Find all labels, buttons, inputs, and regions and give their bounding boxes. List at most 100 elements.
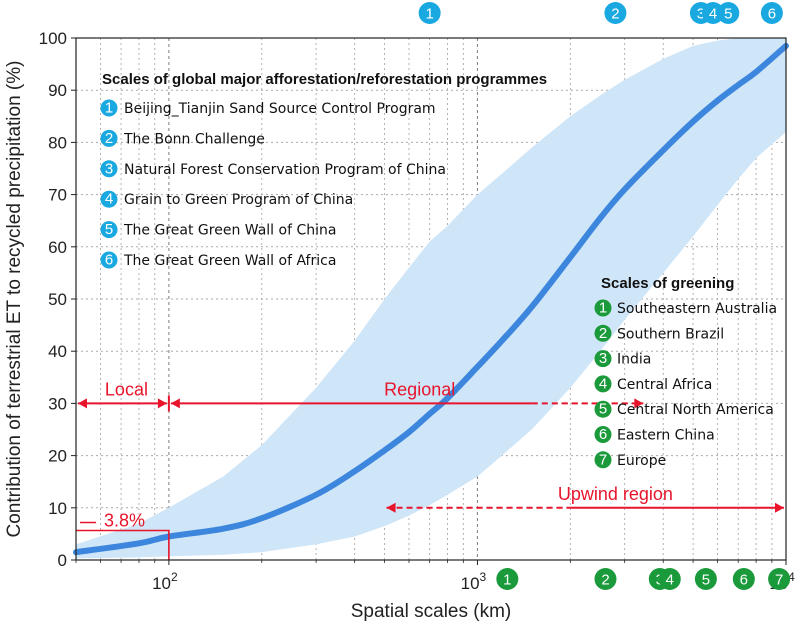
y-tick-label: 0 [58,551,67,570]
afforestation-legend-badge-number: 4 [105,191,113,208]
afforestation-legend-label: Beijing_Tianjin Sand Source Control Prog… [124,101,436,117]
afforestation-marker-circle [702,2,725,24]
afforestation-marker-circle [760,2,783,24]
arrow-head [634,398,644,409]
greening-legend-badge-circle [594,400,612,418]
greening-marker-number: 2 [601,572,609,589]
greening-legend-badge-circle [594,299,612,317]
greening-marker: 4 [658,568,681,590]
afforestation-legend-label: The Great Green Wall of Africa [123,253,336,269]
afforestation-marker-number: 1 [425,6,433,23]
greening-legend-badge: 1 [594,299,612,317]
afforestation-marker: 2 [604,2,627,24]
greening-legend-label: Southern Brazil [617,326,724,342]
x-tick-exponent: 3 [480,570,487,584]
greening-marker-circle [768,568,791,590]
y-tick-label: 20 [48,447,67,466]
greening-legend-label: India [617,352,651,368]
afforestation-legend-badge: 3 [100,160,118,178]
afforestation-legend-badge: 2 [100,129,118,147]
afforestation-legend-title: Scales of global major afforestation/ref… [102,71,547,88]
greening-legend-label: Eastern China [617,428,715,444]
afforestation-legend-label: Natural Forest Conservation Program of C… [124,162,446,178]
x-axis-label: Spatial scales (km) [351,601,512,622]
afforestation-legend-badge-number: 3 [105,160,113,177]
afforestation-legend-badge-circle [100,190,118,208]
afforestation-legend-badge: 1 [100,99,118,117]
y-tick-label: 60 [48,238,67,257]
y-tick-label: 70 [48,186,67,205]
afforestation-marker-number: 2 [611,6,619,23]
greening-legend: Scales of greening 1 Southeastern Austral… [594,275,777,469]
y-tick-label: 100 [39,29,67,48]
greening-legend-badge: 7 [594,451,612,469]
region-arrow: Regional [170,379,644,409]
afforestation-legend-badge-circle [100,129,118,147]
x-tick-exponent: 4 [788,570,795,584]
series-line [73,42,789,556]
greening-marker-circle [658,568,681,590]
afforestation-legend-badge-circle [100,99,118,117]
threshold-guide [76,529,170,560]
arrow-head [170,398,180,409]
greening-legend-title: Scales of greening [601,275,734,292]
afforestation-legend-badge-circle [100,160,118,178]
region-label: Local [105,379,148,399]
greening-legend-badge-number: 7 [599,451,607,468]
x-tick-label: 103 [461,570,487,593]
x-tick-label: 102 [152,570,178,593]
y-tick-label: 10 [48,499,67,518]
afforestation-legend-badge-circle [100,251,118,269]
afforestation-legend-badge-number: 6 [105,252,113,269]
afforestation-marker: 5 [717,2,740,24]
greening-legend-badge-circle [594,350,612,368]
x-tick-base: 10 [152,574,171,593]
y-tick-label: 80 [48,133,67,152]
greening-marker: 7 [768,568,791,590]
greening-legend-badge: 4 [594,375,612,393]
afforestation-marker: 4 [702,2,725,24]
arrow-head [775,502,784,513]
threshold-label: 3.8% [104,511,145,531]
greening-scale-markers: 1234567 [496,568,791,590]
arrow-head [386,502,396,513]
afforestation-marker: 1 [418,2,441,24]
afforestation-legend-label: Grain to Green Program of China [124,192,353,208]
afforestation-marker-circle [604,2,627,24]
greening-marker: 6 [732,568,755,590]
greening-legend-label: Europe [617,453,666,469]
greening-legend-badge: 6 [594,426,612,443]
y-axis: 0 10 20 30 40 50 60 70 80 90 100 [39,29,76,570]
greening-marker-circle [694,568,717,590]
greening-marker-number: 6 [740,572,748,589]
afforestation-marker: 6 [760,2,783,24]
afforestation-marker-circle [717,2,740,24]
y-tick-label: 90 [48,81,67,100]
greening-legend-badge-number: 4 [599,375,607,392]
greening-legend-badge-circle [594,324,612,342]
greening-marker-circle [594,568,617,590]
afforestation-legend-label: The Bonn Challenge [123,131,265,147]
greening-marker-number: 4 [666,572,674,589]
afforestation-legend-badge: 6 [100,251,118,269]
arrow-head [78,398,87,409]
region-label: Upwind region [558,484,673,504]
region-arrow: Upwind region [386,484,784,513]
afforestation-legend-badge: 5 [100,221,118,239]
greening-marker-circle [496,568,519,590]
greening-legend-badge-number: 2 [599,325,607,342]
greening-marker-number: 1 [503,572,511,589]
region-arrows: Local Regional Upwind region [78,379,784,513]
greening-marker: 2 [594,568,617,590]
afforestation-marker-number: 5 [724,6,732,23]
greening-marker-number: 5 [702,572,710,589]
region-arrow: Local [78,379,170,412]
afforestation-marker-circle [418,2,441,24]
greening-marker: 5 [694,568,717,590]
greening-marker-number: 7 [775,572,783,589]
greening-legend-badge: 3 [594,350,612,368]
arrow-head [157,398,167,409]
afforestation-legend-badge-number: 1 [105,100,113,117]
